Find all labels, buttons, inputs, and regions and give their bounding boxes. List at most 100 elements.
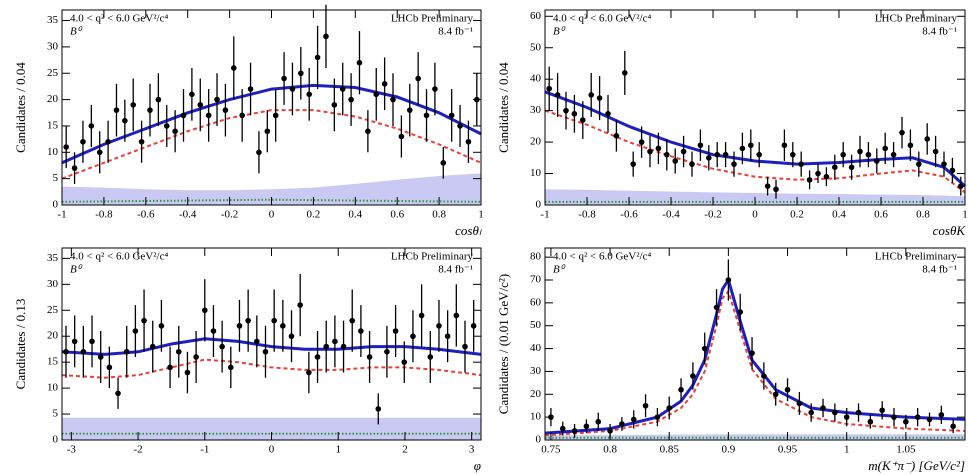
data-point xyxy=(193,354,199,360)
data-point xyxy=(470,323,477,329)
data-point xyxy=(815,170,821,177)
data-point xyxy=(189,91,195,98)
y-axis-label: Candidates / 0.04 xyxy=(13,62,28,153)
x-tick-label: -0.4 xyxy=(662,209,680,221)
data-point xyxy=(907,142,914,149)
data-point xyxy=(764,183,771,189)
data-point xyxy=(167,364,173,371)
plot-frame xyxy=(61,247,482,441)
total-fit xyxy=(544,276,966,435)
y-tick-label: 25 xyxy=(47,67,59,79)
data-point xyxy=(440,160,447,166)
data-point xyxy=(197,102,204,108)
data-point xyxy=(638,139,645,145)
data-point xyxy=(462,343,468,350)
selection-label: 4.0 < q² < 6.0 GeV²/c⁴ xyxy=(553,251,651,263)
data-point xyxy=(332,338,338,345)
data-point xyxy=(415,75,421,82)
data-point xyxy=(271,317,277,324)
y-tick-label: 70 xyxy=(530,274,542,286)
data-point xyxy=(222,107,229,113)
data-point xyxy=(914,414,921,420)
data-point xyxy=(453,312,460,319)
data-point xyxy=(323,343,330,350)
x-tick-label: 0.95 xyxy=(778,444,798,456)
data-point xyxy=(926,416,933,423)
x-tick-label: -0.2 xyxy=(221,209,238,221)
data-point xyxy=(375,406,382,412)
data-point xyxy=(619,421,625,427)
data-point xyxy=(571,428,578,434)
y-tick-label: 10 xyxy=(47,382,59,394)
selection-label: 4.0 < q² < 6.0 GeV²/c⁴ xyxy=(553,13,651,25)
data-point xyxy=(843,414,850,420)
experiment-label: LHCb Preliminary xyxy=(875,13,958,25)
y-tick-label: 30 xyxy=(47,278,59,290)
data-point xyxy=(281,75,287,82)
particle-label: B⁰ xyxy=(553,26,566,38)
data-point xyxy=(806,177,813,183)
data-point xyxy=(358,328,364,334)
y-tick-label: 35 xyxy=(47,14,59,26)
x-tick-label: 0.8 xyxy=(603,444,617,456)
data-point xyxy=(756,151,762,158)
data-point xyxy=(714,151,720,158)
data-point xyxy=(141,317,147,324)
data-point xyxy=(184,369,191,376)
y-tick-label: 15 xyxy=(47,119,59,131)
y-tick-label: 40 xyxy=(530,73,542,85)
data-point xyxy=(97,354,104,360)
y-tick-label: 50 xyxy=(530,41,542,53)
data-point xyxy=(406,107,413,113)
data-point xyxy=(647,148,653,155)
data-point xyxy=(373,91,380,98)
data-point xyxy=(288,333,295,340)
y-tick-label: 30 xyxy=(530,365,542,377)
y-tick-label: 20 xyxy=(47,93,59,105)
data-point xyxy=(356,59,363,66)
data-point xyxy=(678,386,684,393)
data-point xyxy=(427,354,434,360)
data-point xyxy=(448,112,455,119)
luminosity-label: 8.4 fb⁻¹ xyxy=(922,26,957,38)
data-point xyxy=(848,164,855,171)
data-point xyxy=(314,354,321,360)
x-tick-label: -1 xyxy=(200,444,209,456)
data-point xyxy=(262,348,269,355)
data-point xyxy=(280,323,286,329)
data-point xyxy=(130,102,137,108)
data-point xyxy=(857,148,863,155)
data-point xyxy=(680,148,687,155)
y-tick-label: 20 xyxy=(530,388,542,400)
data-point xyxy=(88,123,95,129)
data-point xyxy=(938,412,945,418)
data-point xyxy=(71,338,78,345)
x-tick-label: -0.8 xyxy=(95,209,113,221)
luminosity-label: 8.4 fb⁻¹ xyxy=(922,264,957,276)
data-point xyxy=(349,317,356,324)
data-point xyxy=(890,151,897,158)
data-point xyxy=(339,86,346,92)
data-point xyxy=(546,85,552,92)
data-point xyxy=(595,418,602,425)
x-tick-label: -0.8 xyxy=(578,209,596,221)
data-point xyxy=(247,86,254,92)
data-point xyxy=(132,328,139,334)
data-point xyxy=(916,161,922,167)
data-point xyxy=(737,309,744,315)
particle-label: B⁰ xyxy=(553,264,566,276)
background-band xyxy=(62,173,481,205)
data-point xyxy=(722,151,729,158)
data-point xyxy=(306,369,312,376)
data-point xyxy=(381,80,388,87)
data-point xyxy=(365,128,371,135)
y-tick-label: 50 xyxy=(530,319,542,331)
data-point xyxy=(761,373,767,379)
data-point xyxy=(331,102,338,108)
data-point xyxy=(264,128,271,135)
x-tick-label: -0.6 xyxy=(620,209,638,221)
x-tick-label: 0.2 xyxy=(790,209,804,221)
data-point xyxy=(655,145,662,152)
data-point xyxy=(554,92,561,98)
